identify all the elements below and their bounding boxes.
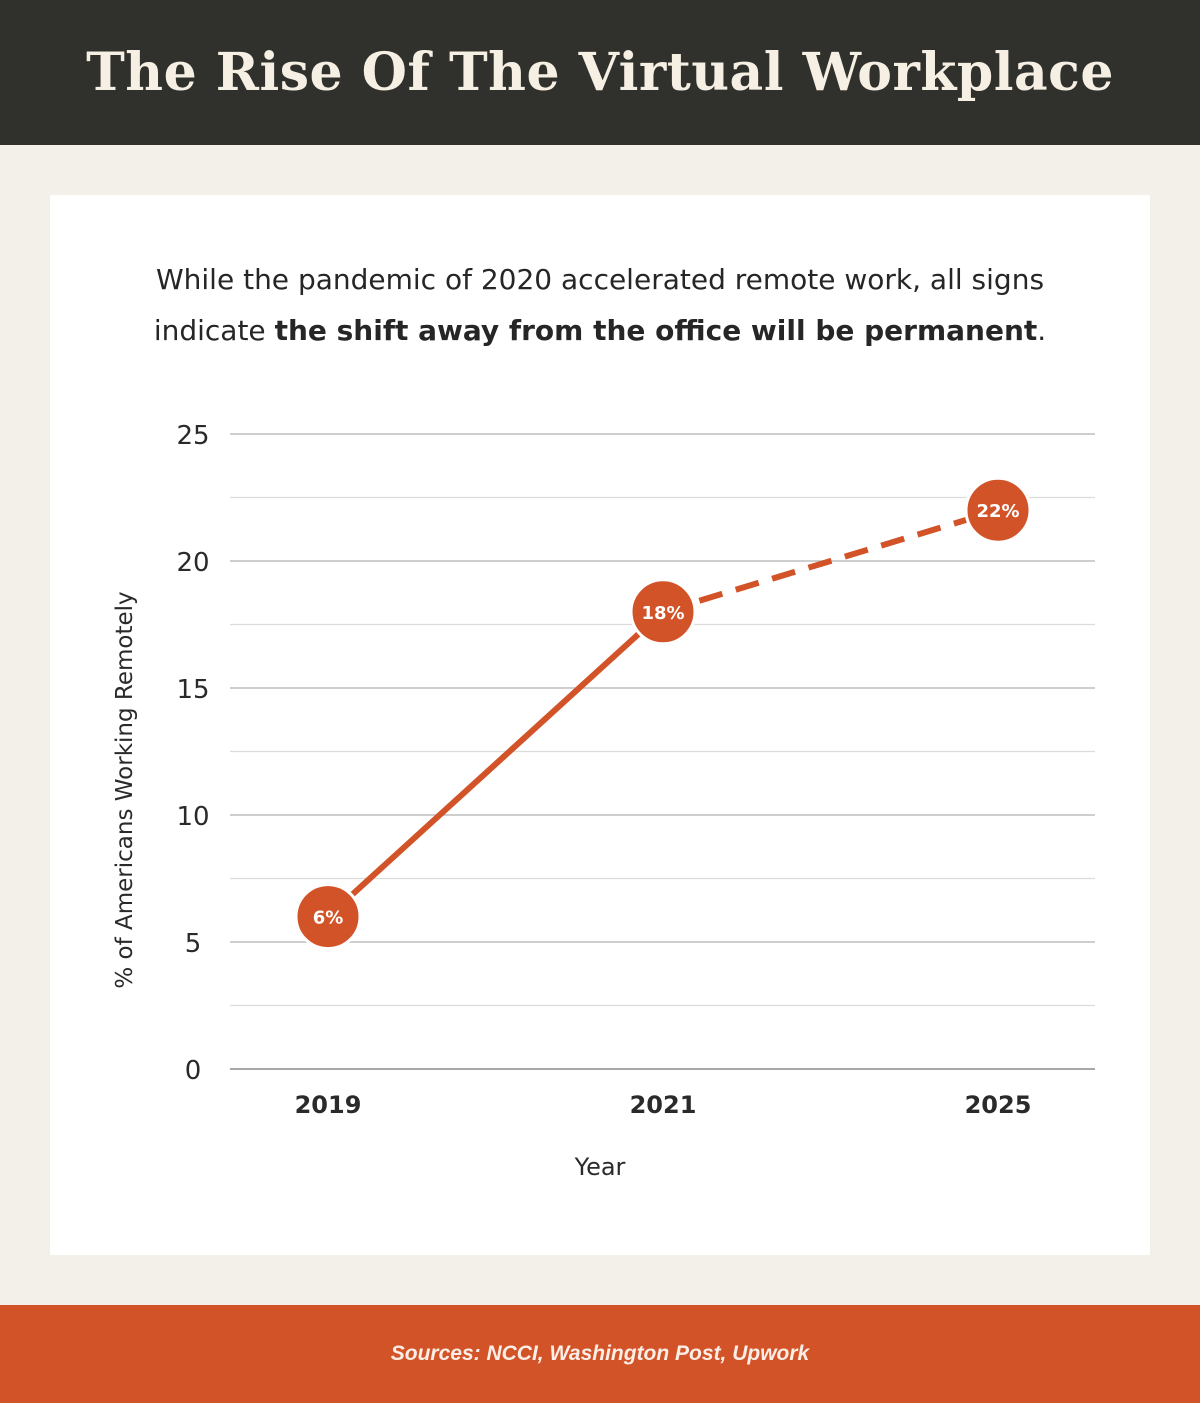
chart-subtitle: While the pandemic of 2020 accelerated r… [0,255,1200,357]
data-point [294,883,362,951]
y-tick-label: 20 [176,548,209,578]
data-point [629,578,697,646]
y-tick-label: 0 [185,1056,202,1086]
data-point [964,476,1032,544]
header-banner: The Rise Of The Virtual Workplace [0,0,1200,145]
x-axis-title: Year [574,1153,626,1181]
data-label: 18% [641,603,684,624]
subtitle-line-1: While the pandemic of 2020 accelerated r… [155,263,1045,296]
sources-text: Sources: NCCI, Washington Post, Upwork [390,1342,810,1365]
y-axis-title: % of Americans Working Remotely [112,591,138,988]
projected-line-segment [662,507,999,615]
y-tick-label: 10 [176,802,209,832]
x-tick-label: 2019 [295,1091,362,1119]
y-tick-label: 5 [185,929,202,959]
page-title: The Rise Of The Virtual Workplace [86,42,1114,103]
x-tick-label: 2025 [965,1091,1032,1119]
subtitle-emphasis: the shift away from the office will be p… [274,313,1038,347]
footer-banner: Sources: NCCI, Washington Post, Upwork [0,1305,1200,1403]
subtitle-prefix: indicate [153,313,275,347]
data-label: 6% [313,908,344,929]
chart-card [50,195,1150,1255]
y-tick-label: 15 [176,675,209,705]
subtitle-suffix: . [1037,313,1047,347]
data-label: 22% [976,501,1019,522]
x-tick-label: 2021 [630,1091,697,1119]
subtitle-line-2: indicate the shift away from the office … [0,306,1200,357]
line-segment [325,609,666,919]
y-tick-label: 25 [176,421,209,451]
